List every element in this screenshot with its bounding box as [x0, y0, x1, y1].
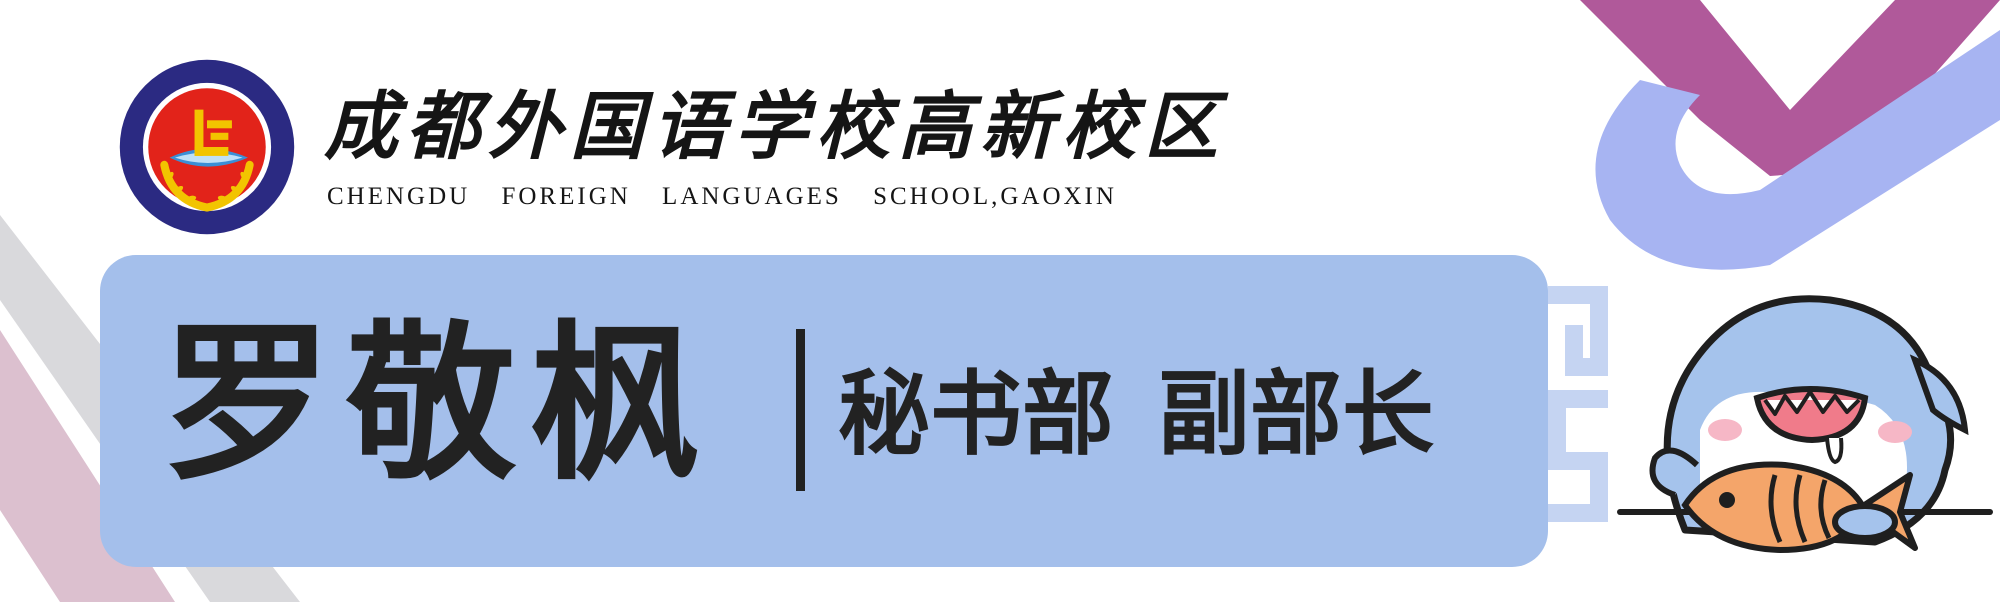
school-name-chinese: 成都外国语学校高新校区 [324, 84, 1226, 170]
periwinkle-shape [1595, 30, 2000, 270]
position: 副部长 [1158, 361, 1435, 468]
shark-holding-fish-icon [1617, 295, 1993, 554]
department: 秘书部 [838, 361, 1115, 468]
name-card: 罗敬枫 秘书部 副部长 [100, 255, 1548, 567]
magenta-shape [1580, 0, 2000, 176]
meander-pattern [1548, 286, 1608, 522]
person-name: 罗敬枫 [162, 306, 715, 504]
school-emblem-icon [119, 59, 295, 235]
school-name-english: CHENGDU FOREIGN LANGUAGES SCHOOL,GAOXIN [327, 183, 1117, 210]
person-role: 秘书部 副部长 [838, 360, 1434, 470]
divider [796, 329, 805, 491]
